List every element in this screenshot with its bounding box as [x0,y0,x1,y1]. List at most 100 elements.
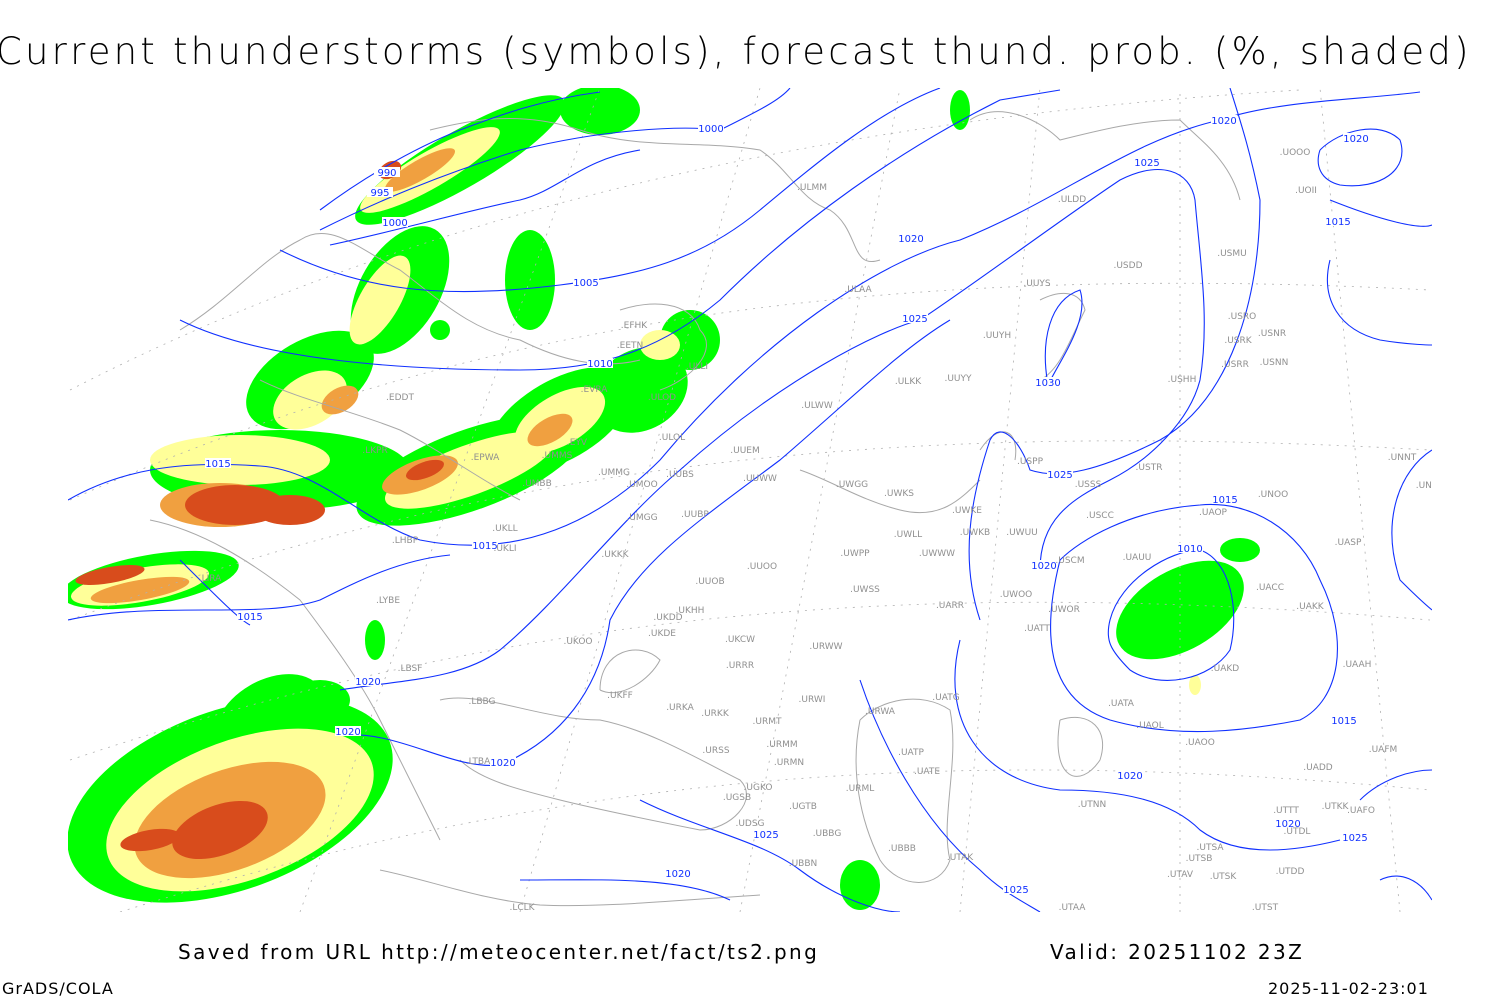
isobar-label-bg [753,829,779,839]
station-label: .UTDD [1276,867,1305,877]
isobar-label-bg [1331,715,1357,725]
station-label: .EYV [567,438,588,448]
station-label: .USTR [1136,463,1163,473]
station-label: .UMMS [542,451,573,461]
isobar-label: 1020 [1343,134,1368,145]
station-label: .UTAA [1059,903,1087,913]
probability-area-prob-max [75,565,145,585]
isobar-label-bg [587,358,613,368]
station-label: .USNR [1258,329,1286,339]
isobar-label-bg [1211,115,1237,125]
isobar-label-bg [1134,157,1160,167]
probability-area-prob-high [321,385,359,415]
station-label: .UMOO [626,480,657,490]
probability-area-prob-high [527,413,573,447]
isobar-label-bg [1177,543,1203,553]
valid-time-text: Valid: 20251102 23Z [1050,940,1305,964]
station-label: .UDSG [735,819,764,829]
station-label: .USPP [1017,457,1044,467]
isobar-label-bg [205,458,231,468]
isobar-label: 1020 [898,234,923,245]
station-label: .URML [846,784,874,794]
isobar-label-bg [237,611,263,621]
station-label: .USRO [1228,312,1257,322]
station-label: .UMBB [522,479,552,489]
coastlines-borders [149,111,1241,907]
station-label: .UUBP [681,510,709,520]
probability-area-prob-low [1220,538,1260,562]
probability-area-prob-mid [640,330,680,360]
probability-area-prob-max [255,495,325,525]
station-label: .USSS [1075,480,1102,490]
station-label: .UWOR [1048,605,1080,615]
isobar-label: 1000 [382,218,407,229]
station-label: .UUBS [666,470,694,480]
station-label: .UUYS [1023,279,1051,289]
station-label: .UAOO [1185,738,1215,748]
station-label: .UGSB [723,793,751,803]
station-label: .UNNT [1388,453,1417,463]
station-label: .URRR [726,661,754,671]
isobar-label: 1010 [1177,544,1202,555]
isobar-label: 1015 [1325,217,1350,228]
station-label: .ULMM [797,183,827,193]
station-label: .UTTT [1273,806,1299,816]
isobar-label: 1015 [1331,716,1356,727]
isobar-label: 1010 [587,359,612,370]
isobar-label-bg [698,123,724,133]
isobar-contours [68,88,1432,912]
station-label: .UUYH [983,331,1011,341]
isobar-label-bg [898,233,924,243]
isobar-label: 995 [370,188,389,199]
station-label: .URWI [799,695,826,705]
station-label: .URMT [753,717,782,727]
station-label: .ULOL [659,433,685,443]
station-label: .UAOP [1199,508,1228,518]
station-label: .ULKK [895,377,922,387]
station-label: .EETN [617,341,643,351]
timestamp-text: 2025-11-02-23:01 [1268,979,1429,998]
station-label: .USCM [1055,556,1084,566]
isobar-label-bg [1003,884,1029,894]
isobar-label: 1025 [1342,833,1367,844]
station-label: .EFHK [621,321,648,331]
station-label: .USRR [1221,360,1249,370]
station-label: .UARR [936,601,964,611]
station-label: .URWA [865,707,896,717]
probability-area-prob-high [385,148,455,192]
station-label: .USCC [1086,511,1114,521]
station-label: .UAUU [1123,553,1152,563]
isobar-label-bg [1342,832,1368,842]
isobar-label: 990 [377,168,396,179]
station-label: .UWSS [850,585,880,595]
probability-area-prob-mid [384,431,556,509]
station-label: .ULWW [801,401,833,411]
probability-area-prob-low [365,620,385,660]
isobar-label-bg [1275,818,1301,828]
station-label: .EPWA [471,453,500,463]
station-label: .UKHH [676,606,705,616]
station-label: .LYBE [376,596,400,606]
station-label: .UUOB [695,577,724,587]
isobar-labels: 990 995 1000 1000 1005 1010 1015 1015 1015 1020 10… [205,115,1369,896]
station-label: .UKDE [648,629,676,639]
station-label: .UADD [1303,763,1333,773]
isobar-label-bg [1343,133,1369,143]
station-label: .URKK [701,709,730,719]
isobar-label: 1015 [1212,495,1237,506]
isobar-label: 1020 [1211,116,1236,127]
station-label: .UKFF [607,691,633,701]
isobar-label: 1030 [1035,378,1060,389]
isobar-label-bg [374,167,400,177]
station-label: .UWOO [1000,590,1033,600]
isobar-label: 1025 [753,830,778,841]
isobar-label: 1020 [665,869,690,880]
station-label: .ULDD [1058,195,1086,205]
isobar-label: 1020 [1275,819,1300,830]
isobar-label-bg [1325,216,1351,226]
isobar-label-bg [1035,377,1061,387]
station-label: .UTDL [1284,827,1311,837]
station-label: .UKDD [653,613,682,623]
isobar-label: 1020 [490,758,515,769]
